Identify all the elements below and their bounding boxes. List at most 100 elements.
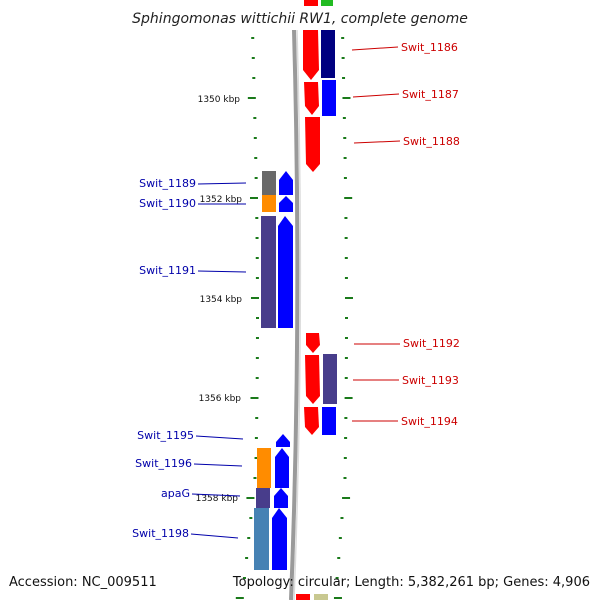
scale-label-1356: 1356 kbp bbox=[199, 394, 242, 404]
major-tick bbox=[344, 297, 353, 299]
minor-tick bbox=[247, 537, 251, 539]
minor-tick bbox=[251, 57, 255, 59]
reverse-genes bbox=[254, 171, 293, 570]
major-tick bbox=[344, 397, 353, 399]
gene-swit-1193[interactable] bbox=[305, 355, 320, 404]
minor-tick bbox=[251, 37, 255, 39]
minor-tick bbox=[255, 217, 259, 219]
gene-swit-1195[interactable] bbox=[276, 434, 290, 447]
label-swit-1187[interactable]: Swit_1187 bbox=[402, 88, 459, 101]
minor-tick bbox=[253, 137, 257, 139]
minor-tick bbox=[255, 377, 259, 379]
minor-tick bbox=[338, 537, 342, 539]
cog-swit-1193 bbox=[323, 354, 337, 404]
gene-apag[interactable] bbox=[274, 488, 288, 508]
accession-text: Accession: NC_009511 bbox=[9, 575, 157, 590]
minor-tick bbox=[344, 317, 348, 319]
gene-swit-1187[interactable] bbox=[304, 82, 319, 115]
minor-tick bbox=[344, 377, 348, 379]
minor-tick bbox=[245, 557, 249, 559]
minor-tick bbox=[343, 477, 347, 479]
minor-tick bbox=[344, 277, 348, 279]
cog-swit-1198 bbox=[254, 508, 269, 570]
minor-tick bbox=[344, 357, 348, 359]
minor-tick bbox=[341, 37, 345, 39]
minor-tick bbox=[255, 417, 259, 419]
label-swit-1196[interactable]: Swit_1196 bbox=[135, 457, 192, 470]
major-tick bbox=[246, 497, 255, 499]
label-swit-1188[interactable]: Swit_1188 bbox=[403, 135, 460, 148]
genome-backbone bbox=[289, 29, 302, 600]
minor-tick bbox=[342, 77, 346, 79]
map-title: Sphingomonas wittichii RW1, complete gen… bbox=[132, 11, 468, 27]
gene-swit-1194[interactable] bbox=[304, 407, 319, 435]
minor-tick bbox=[335, 577, 339, 579]
gene-swit-1196[interactable] bbox=[275, 448, 289, 488]
minor-tick bbox=[255, 257, 259, 259]
minor-tick bbox=[341, 57, 345, 59]
label-swit-1194[interactable]: Swit_1194 bbox=[401, 415, 458, 428]
scale-labels: 1350 kbp 1352 kbp 1354 kbp 1356 kbp 1358… bbox=[196, 95, 243, 504]
minor-tick bbox=[253, 117, 257, 119]
label-swit-1195[interactable]: Swit_1195 bbox=[137, 429, 194, 442]
gene-swit-1198[interactable] bbox=[272, 508, 287, 570]
minor-tick bbox=[344, 257, 348, 259]
major-tick bbox=[247, 97, 256, 99]
cog-swit-1186 bbox=[321, 30, 335, 78]
label-swit-1186[interactable]: Swit_1186 bbox=[401, 41, 458, 54]
gene-swit-1192[interactable] bbox=[306, 333, 320, 353]
minor-tick bbox=[253, 477, 257, 479]
minor-tick bbox=[344, 217, 348, 219]
minor-tick bbox=[255, 277, 259, 279]
gene-swit-1191[interactable] bbox=[278, 216, 293, 328]
major-tick bbox=[333, 597, 342, 599]
label-swit-1193[interactable]: Swit_1193 bbox=[402, 374, 459, 387]
label-swit-1191[interactable]: Swit_1191 bbox=[139, 264, 196, 277]
label-swit-1192[interactable]: Swit_1192 bbox=[403, 337, 460, 350]
minor-tick bbox=[249, 517, 253, 519]
minor-tick bbox=[252, 77, 256, 79]
minor-tick bbox=[254, 437, 258, 439]
cog-swit-1196 bbox=[257, 448, 271, 488]
scale-label-1350: 1350 kbp bbox=[198, 95, 241, 105]
major-tick bbox=[250, 297, 259, 299]
major-tick bbox=[250, 397, 259, 399]
label-swit-1190[interactable]: Swit_1190 bbox=[139, 197, 196, 210]
gene-swit-1186[interactable] bbox=[303, 30, 319, 80]
minor-tick bbox=[344, 337, 348, 339]
major-tick bbox=[342, 497, 351, 499]
label-swit-1198[interactable]: Swit_1198 bbox=[132, 527, 189, 540]
scale-label-1354: 1354 kbp bbox=[200, 295, 243, 305]
minor-tick bbox=[255, 237, 259, 239]
edge-fragments bbox=[296, 0, 333, 600]
minor-tick bbox=[343, 457, 347, 459]
cog-swit-1191 bbox=[261, 216, 276, 328]
forward-gene-labels: Swit_1186 Swit_1187 Swit_1188 Swit_1192 … bbox=[351, 41, 460, 428]
cog-swit-1190 bbox=[262, 195, 276, 212]
minor-tick bbox=[254, 157, 258, 159]
cog-swit-1187 bbox=[322, 80, 336, 116]
minor-tick bbox=[255, 317, 259, 319]
topology-text: Topology: circular; Length: 5,382,261 bp… bbox=[232, 575, 590, 590]
reverse-gene-labels: Swit_1189 Swit_1190 Swit_1191 Swit_1195 … bbox=[132, 177, 247, 540]
cog-swit-1189 bbox=[262, 171, 276, 195]
minor-tick bbox=[342, 117, 346, 119]
gene-swit-1189[interactable] bbox=[279, 171, 293, 195]
minor-tick bbox=[242, 577, 246, 579]
minor-tick bbox=[255, 357, 259, 359]
minor-tick bbox=[343, 137, 347, 139]
minor-tick bbox=[343, 157, 347, 159]
gene-swit-1188[interactable] bbox=[305, 117, 320, 172]
major-tick bbox=[235, 597, 244, 599]
scale-ticks-inner bbox=[235, 37, 259, 599]
scale-label-1352: 1352 kbp bbox=[200, 195, 243, 205]
major-tick bbox=[249, 197, 258, 199]
label-apag[interactable]: apaG bbox=[161, 487, 190, 500]
label-swit-1189[interactable]: Swit_1189 bbox=[139, 177, 196, 190]
gene-swit-1190[interactable] bbox=[279, 196, 293, 212]
forward-genes bbox=[303, 30, 337, 435]
major-tick bbox=[342, 97, 351, 99]
minor-tick bbox=[255, 337, 259, 339]
minor-tick bbox=[344, 237, 348, 239]
